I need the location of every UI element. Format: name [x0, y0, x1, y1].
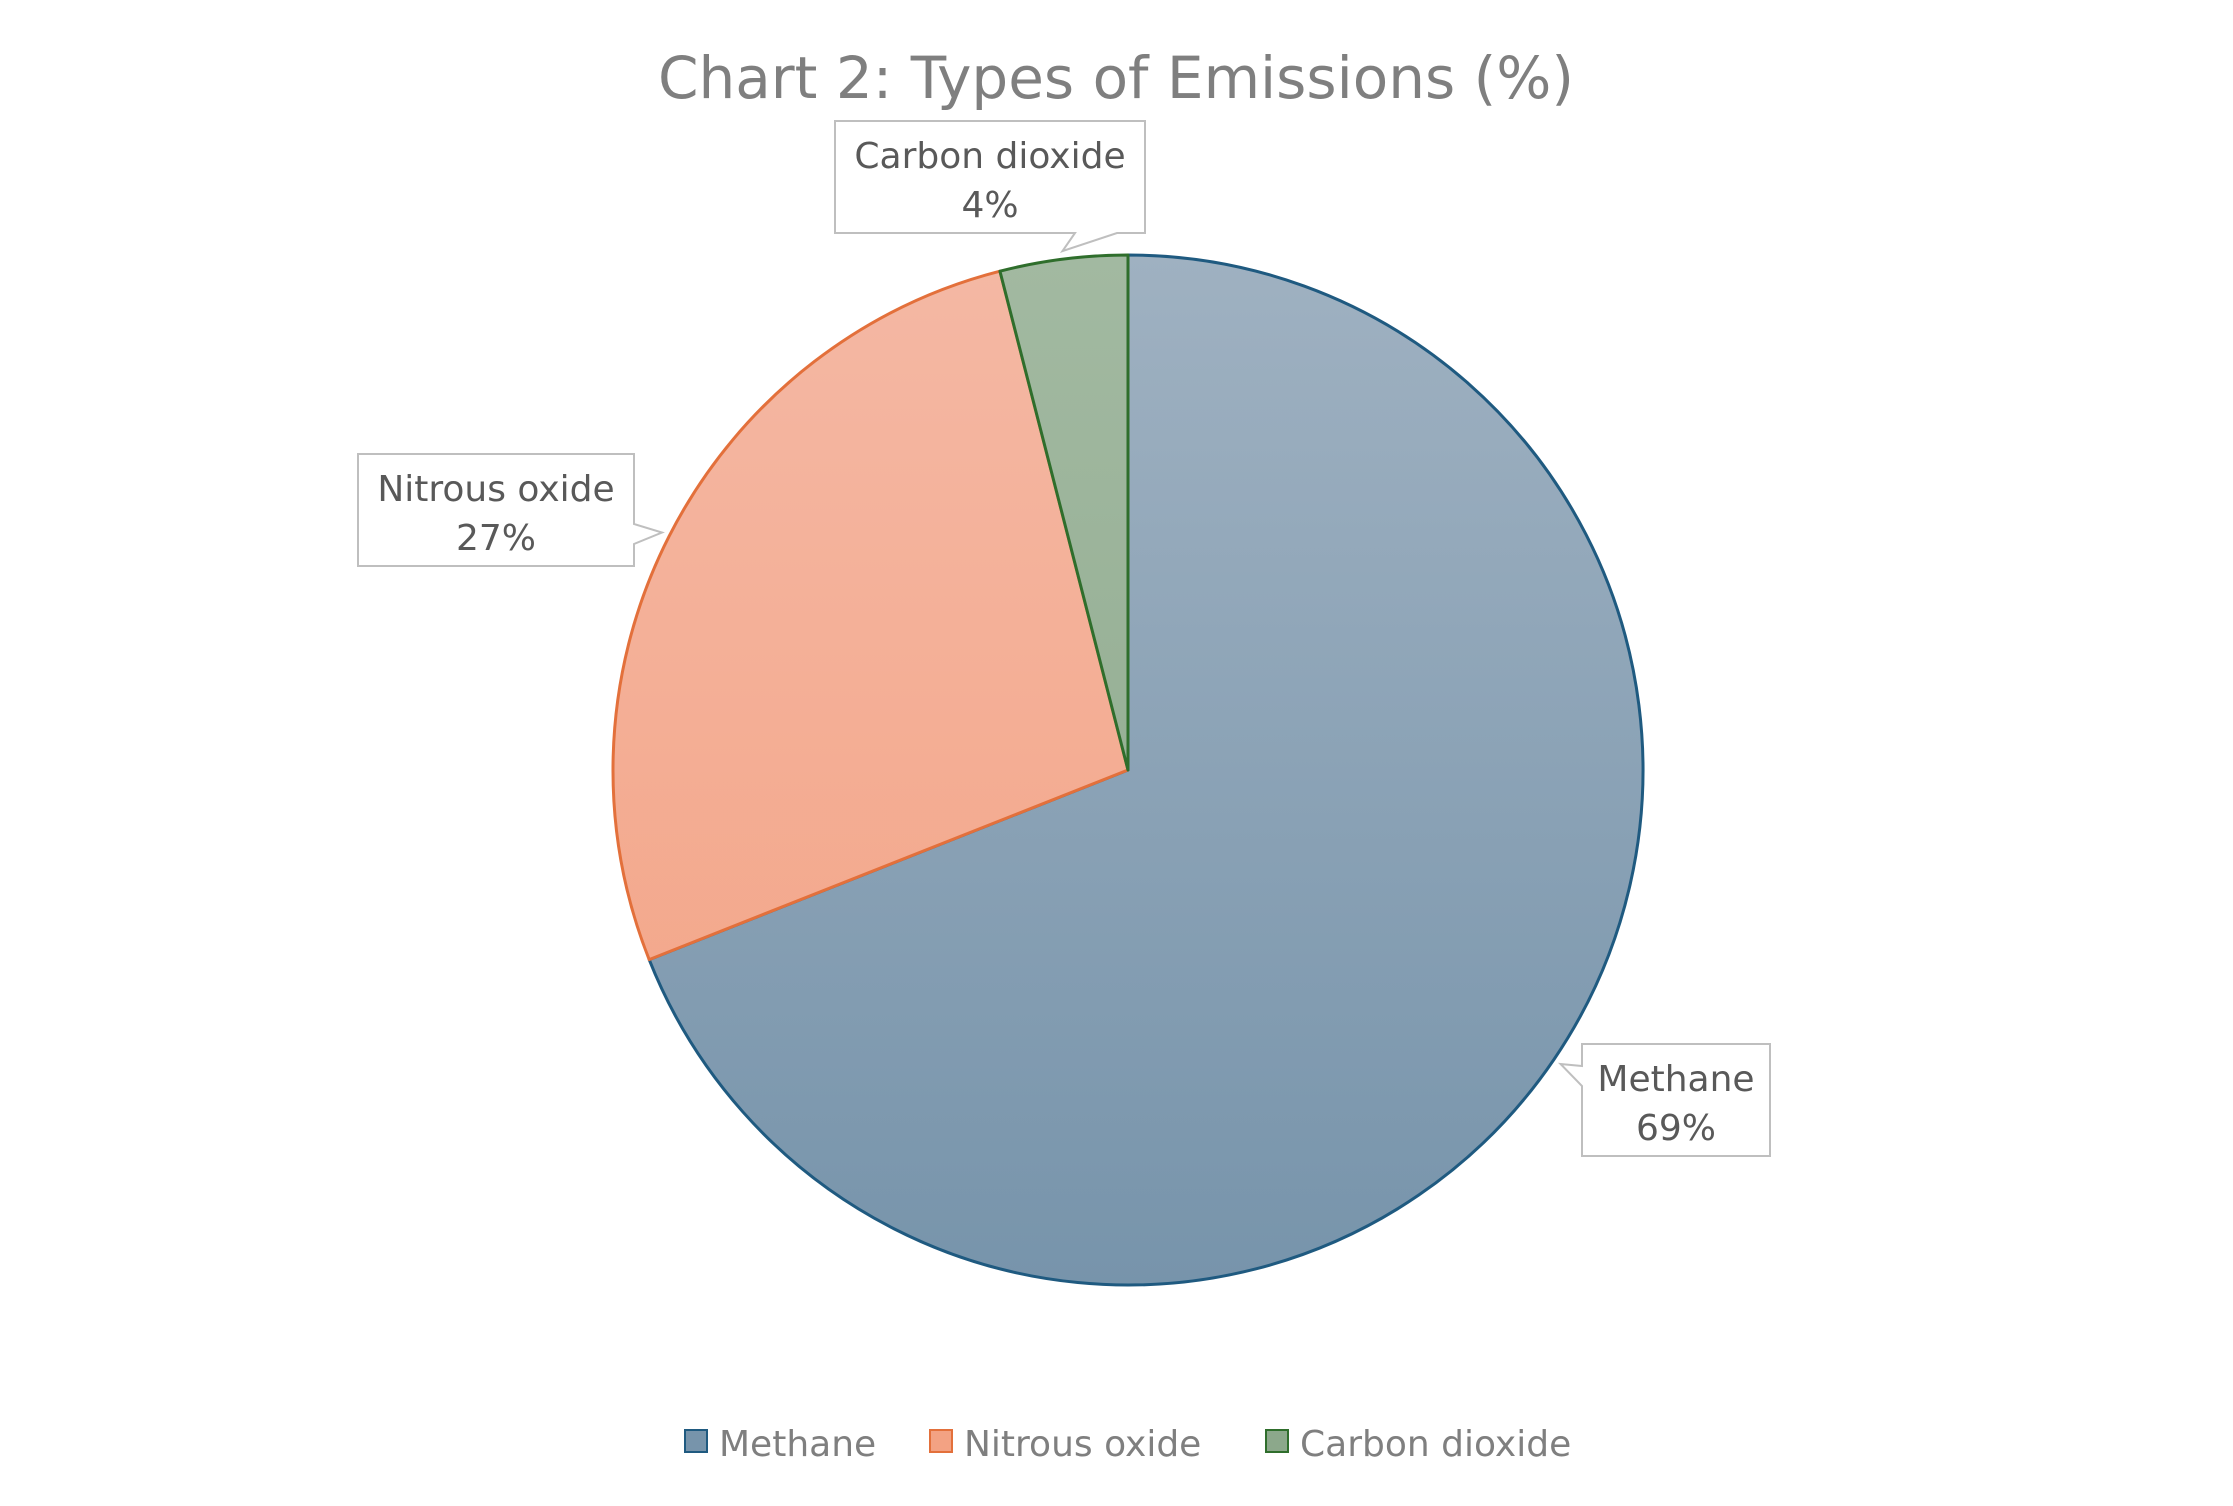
data-label-value-carbon-dioxide: 4% — [961, 185, 1018, 226]
data-label-category-nitrous-oxide: Nitrous oxide — [377, 469, 614, 510]
legend: Methane Nitrous oxide Carbon dioxide — [684, 1424, 1571, 1465]
legend-item-carbon-dioxide: Carbon dioxide — [1265, 1424, 1571, 1465]
legend-item-methane: Methane — [684, 1424, 876, 1465]
legend-label-carbon-dioxide: Carbon dioxide — [1300, 1424, 1571, 1465]
pie-slice-carbon-dioxide — [998, 253, 1130, 772]
data-labels: Methane 69% Nitrous oxide 27% Carbon dioxide… — [357, 120, 1771, 1157]
data-label-methane: Methane 69% — [1557, 1043, 1771, 1157]
data-label-box-nitrous-oxide — [357, 453, 665, 567]
data-label-nitrous-oxide: Nitrous oxide 27% — [357, 453, 665, 567]
legend-swatch-fill-carbon-dioxide — [1265, 1429, 1289, 1453]
data-label-carbon-dioxide: Carbon dioxide 4% — [834, 120, 1146, 254]
legend-item-nitrous-oxide: Nitrous oxide — [929, 1424, 1201, 1465]
legend-label-nitrous-oxide: Nitrous oxide — [964, 1424, 1201, 1465]
legend-swatch-fill-methane — [684, 1429, 708, 1453]
data-label-value-methane: 69% — [1636, 1108, 1716, 1149]
legend-swatch-fill-nitrous-oxide — [929, 1429, 953, 1453]
data-label-category-carbon-dioxide: Carbon dioxide — [854, 136, 1125, 177]
legend-label-methane: Methane — [719, 1424, 876, 1465]
data-label-category-methane: Methane — [1597, 1059, 1754, 1100]
chart-title: Chart 2: Types of Emissions (%) — [658, 44, 1574, 112]
pie-slice-nitrous-oxide — [611, 269, 1130, 962]
pie-slice-methane — [647, 253, 1645, 1287]
pie-slices — [611, 253, 1645, 1287]
data-label-box-methane — [1557, 1043, 1771, 1157]
data-label-value-nitrous-oxide: 27% — [456, 518, 536, 559]
data-label-box-carbon-dioxide — [834, 120, 1146, 254]
